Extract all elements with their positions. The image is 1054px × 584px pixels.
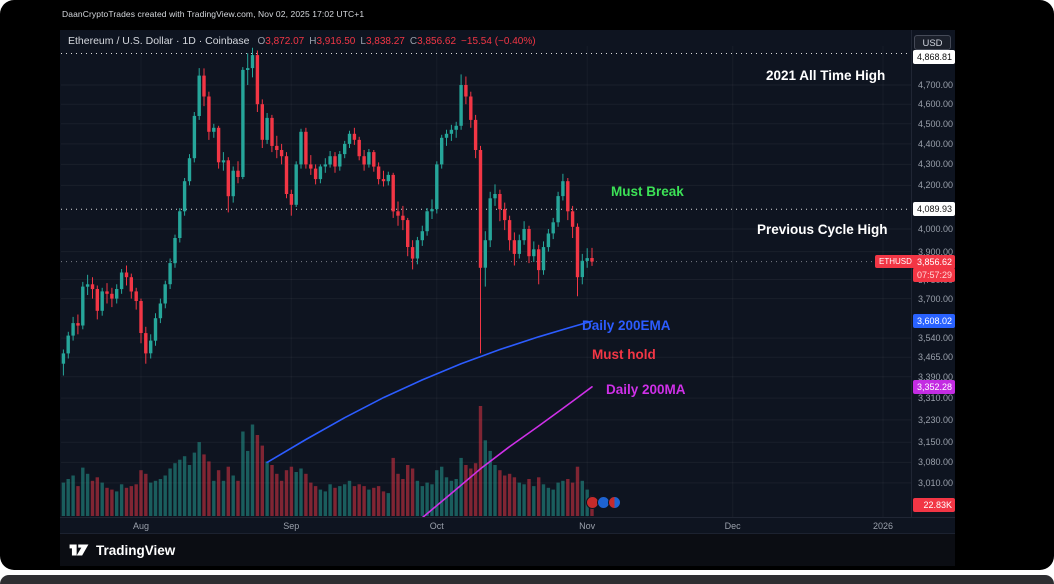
price-tick: 4,700.00 <box>917 80 953 90</box>
time-axis[interactable]: Aug Sep Oct Nov Dec 2026 <box>60 517 955 533</box>
volume-label: 22.83K <box>913 498 955 512</box>
high-value: 3,916.50 <box>316 36 356 47</box>
price-tick: 4,300.00 <box>917 159 953 170</box>
countdown-label: 07:57:29 <box>913 267 955 282</box>
time-tick: Oct <box>429 521 444 531</box>
candlestick-svg <box>61 46 911 519</box>
tradingview-logo-icon[interactable] <box>68 541 90 559</box>
price-tick: 4,200.00 <box>917 180 953 191</box>
currency-toggle-button[interactable]: USD <box>914 35 951 50</box>
price-tick: 3,080.00 <box>917 457 953 468</box>
price-tick: 3,010.00 <box>917 477 953 488</box>
time-tick: Aug <box>132 521 150 531</box>
price-tick: 3,700.00 <box>917 293 953 304</box>
tradingview-footer-bar: TradingView <box>60 533 955 566</box>
annotation-daily-200ma: Daily 200MA <box>606 382 686 397</box>
prev-cycle-price-label: 4,089.93 <box>913 202 955 217</box>
close-value: 3,856.62 <box>417 36 457 47</box>
time-tick: Dec <box>724 521 741 531</box>
close-label: C <box>409 36 418 47</box>
tweet-image-card: DaanCryptoTrades created with TradingVie… <box>0 0 1054 570</box>
price-axis[interactable]: 4,700.00 4,600.00 4,500.00 4,400.00 4,300.00… <box>911 30 955 517</box>
chart-header: Ethereum / U.S. Dollar · 1D · Coinbase O3… <box>68 35 536 47</box>
ohlc-readout: O3,872.07 H3,916.50 L3,838.27 C3,856.62 −15.… <box>257 36 535 47</box>
annotation-must-break: Must Break <box>611 184 684 199</box>
last-price-label: 3,856.62 <box>913 254 955 269</box>
symbol-title: Ethereum / U.S. Dollar · 1D · Coinbase <box>68 35 250 47</box>
low-value: 3,838.27 <box>365 36 405 47</box>
reaction-icon-redblue <box>608 496 621 509</box>
chart-area: Ethereum / U.S. Dollar · 1D · Coinbase O3… <box>60 30 955 533</box>
annotation-must-hold: Must hold <box>592 347 656 362</box>
open-value: 3,872.07 <box>265 36 305 47</box>
tradingview-snapshot: Ethereum / U.S. Dollar · 1D · Coinbase O3… <box>60 30 955 566</box>
ath-price-label: 4,868.81 <box>913 49 955 64</box>
price-tick: 4,000.00 <box>917 224 953 234</box>
symbol-price-chip: ETHUSD <box>875 255 916 268</box>
price-tick: 4,400.00 <box>917 138 953 149</box>
tradingview-brand-text[interactable]: TradingView <box>96 542 176 558</box>
price-tick: 3,230.00 <box>917 414 953 425</box>
price-tick: 4,500.00 <box>917 118 953 129</box>
price-tick: 3,390.00 <box>917 371 953 382</box>
ma-price-label: 3,352.28 <box>913 379 955 394</box>
price-tick: 3,150.00 <box>917 437 953 448</box>
price-tick: 3,540.00 <box>917 333 953 344</box>
time-tick: Sep <box>283 521 300 531</box>
time-tick: Nov <box>579 521 596 531</box>
change-value: −15.54 (−0.40%) <box>461 36 536 47</box>
ema-price-label: 3,608.02 <box>913 314 955 329</box>
snapshot-attribution: DaanCryptoTrades created with TradingVie… <box>62 9 365 19</box>
price-tick: 3,465.00 <box>917 352 953 363</box>
next-card-edge <box>0 575 1054 584</box>
annotation-previous-cycle-high: Previous Cycle High <box>757 222 888 237</box>
open-label: O <box>257 36 266 47</box>
annotation-2021-ath: 2021 All Time High <box>766 68 886 83</box>
time-tick: 2026 <box>872 521 894 531</box>
price-tick: 3,310.00 <box>917 393 953 404</box>
price-tick: 4,600.00 <box>917 99 953 110</box>
low-label: L <box>360 36 366 47</box>
reaction-icons <box>586 496 621 509</box>
high-label: H <box>309 36 317 47</box>
price-tick: 3,900.00 <box>917 246 953 257</box>
annotation-daily-200ema: Daily 200EMA <box>582 318 671 333</box>
price-plot <box>61 46 911 519</box>
